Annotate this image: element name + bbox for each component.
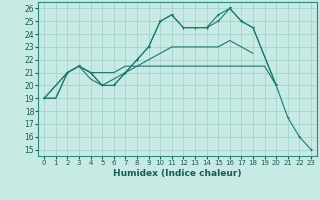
X-axis label: Humidex (Indice chaleur): Humidex (Indice chaleur): [113, 169, 242, 178]
